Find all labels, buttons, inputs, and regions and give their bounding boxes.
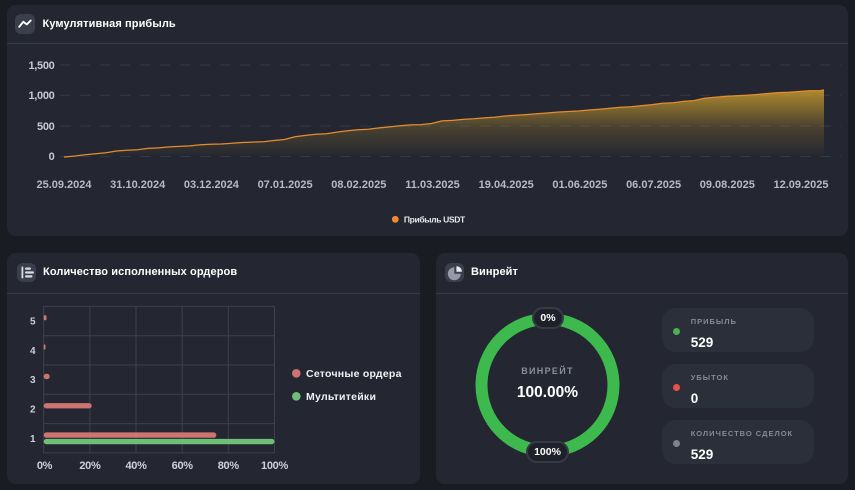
svg-text:60%: 60% xyxy=(172,460,194,472)
svg-text:Прибыль USDT: Прибыль USDT xyxy=(404,215,466,225)
svg-text:25.09.2024: 25.09.2024 xyxy=(36,179,92,191)
svg-text:11.03.2025: 11.03.2025 xyxy=(405,179,459,191)
svg-text:2: 2 xyxy=(30,405,36,416)
svg-text:31.10.2024: 31.10.2024 xyxy=(110,179,166,191)
svg-text:1: 1 xyxy=(30,434,36,445)
svg-text:0: 0 xyxy=(49,151,55,163)
svg-text:4: 4 xyxy=(30,346,36,357)
svg-text:Мультитейки: Мультитейки xyxy=(306,391,376,403)
svg-text:80%: 80% xyxy=(218,460,240,472)
svg-text:07.01.2025: 07.01.2025 xyxy=(258,179,313,191)
svg-text:20%: 20% xyxy=(79,460,101,472)
svg-text:01.06.2025: 01.06.2025 xyxy=(552,179,607,191)
svg-text:0%: 0% xyxy=(37,460,53,472)
svg-text:40%: 40% xyxy=(125,460,147,472)
svg-text:5: 5 xyxy=(30,317,36,328)
svg-text:08.02.2025: 08.02.2025 xyxy=(331,179,386,191)
svg-text:500: 500 xyxy=(37,121,55,133)
svg-text:Сеточные ордера: Сеточные ордера xyxy=(306,368,402,380)
svg-text:06.07.2025: 06.07.2025 xyxy=(626,179,681,191)
svg-text:100%: 100% xyxy=(261,460,288,472)
svg-text:09.08.2025: 09.08.2025 xyxy=(700,179,755,191)
svg-text:12.09.2025: 12.09.2025 xyxy=(773,179,828,191)
svg-text:3: 3 xyxy=(30,375,36,386)
svg-text:03.12.2024: 03.12.2024 xyxy=(184,179,240,191)
svg-text:1,500: 1,500 xyxy=(28,60,54,72)
svg-text:19.04.2025: 19.04.2025 xyxy=(479,179,534,191)
svg-text:1,000: 1,000 xyxy=(28,90,54,102)
